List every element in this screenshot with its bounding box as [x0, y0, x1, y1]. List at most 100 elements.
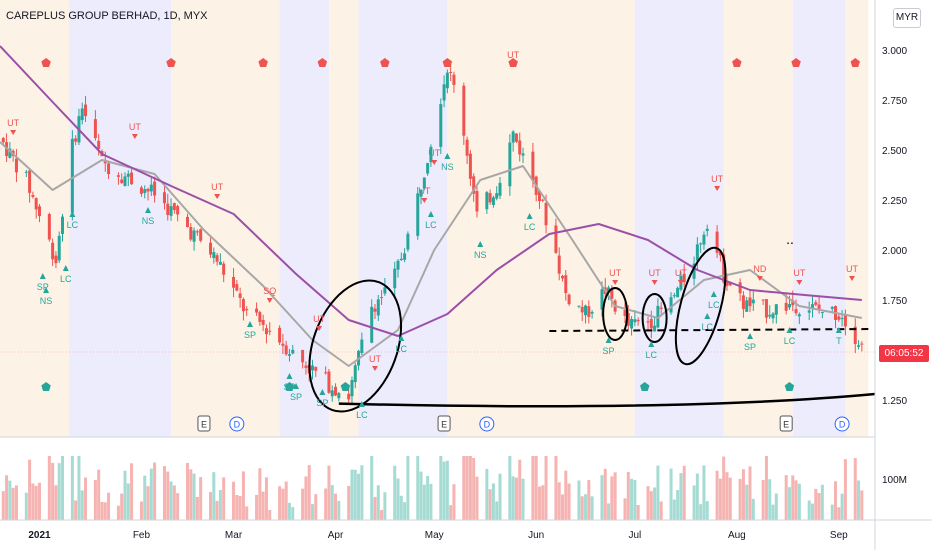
volume-bar [107, 492, 111, 520]
volume-bar [97, 469, 101, 520]
candle-body [787, 304, 791, 308]
signal-arrow-down [372, 366, 378, 371]
background-band [358, 0, 448, 437]
candle-body [564, 275, 568, 294]
candle-body [807, 310, 811, 313]
candle-body [491, 197, 495, 205]
candle-body [399, 258, 403, 261]
hand-drawn-loop [674, 246, 727, 366]
signal-label: NS [40, 296, 53, 306]
candle-body [162, 192, 166, 204]
volume-bar [465, 456, 469, 520]
candle-body [495, 193, 499, 199]
volume-bar [468, 456, 472, 520]
signal-label: UT [428, 148, 440, 158]
volume-bar [449, 505, 453, 520]
volume-bar [784, 475, 788, 520]
signal-label: LC [524, 222, 536, 232]
volume-bar [373, 496, 377, 520]
candle-body [840, 318, 844, 320]
hand-drawn-loop [602, 287, 629, 341]
candle-body [403, 253, 407, 260]
candle-body [554, 225, 558, 253]
volume-bar [807, 500, 811, 520]
candle-body [241, 299, 245, 312]
candlesticks [1, 62, 864, 404]
volume-bar [8, 480, 12, 520]
candle-body [192, 230, 196, 242]
signal-arrow-down [756, 276, 763, 281]
signal-arrow-up [39, 273, 46, 279]
signal-label: SP [603, 346, 615, 356]
candle-body [34, 198, 38, 210]
signal-label: LC [646, 350, 658, 360]
volume-bar [567, 483, 571, 520]
signal-label: UT [793, 268, 805, 278]
volume-bar [278, 486, 282, 520]
currency-selector[interactable]: MYR [893, 8, 921, 28]
volume-bar [264, 477, 268, 520]
candle-body [153, 181, 157, 196]
candle-body [587, 306, 591, 317]
volume-bar [715, 470, 719, 520]
volume-bar [130, 463, 134, 520]
candle-body [195, 231, 199, 233]
candle-body [449, 71, 453, 73]
candle-body [47, 214, 51, 240]
candle-body [235, 284, 239, 291]
earnings-marker [197, 415, 211, 432]
volume-bar [774, 493, 778, 520]
volume-bar [24, 492, 28, 520]
candle-body [14, 158, 18, 173]
x-tick-label: Sep [830, 530, 848, 541]
volume-bar [672, 499, 676, 520]
volume-bar [324, 488, 328, 520]
volume-bar [376, 485, 380, 520]
earnings-marker [437, 415, 451, 432]
volume-bar [577, 480, 581, 520]
candle-body [93, 119, 97, 139]
candle-body [646, 321, 650, 323]
candle-body [74, 138, 78, 142]
volume-bar [830, 504, 834, 520]
volume-bar [718, 478, 722, 520]
candle-body [80, 108, 84, 121]
candle-body [422, 177, 426, 189]
signal-arrow-up [648, 341, 655, 347]
event-marker-label: E [783, 420, 789, 430]
y-tick-label: 2.750 [882, 96, 907, 107]
volume-bar [426, 476, 430, 520]
signal-label: SP [290, 392, 302, 402]
volume-bar [439, 456, 443, 520]
candle-body [393, 268, 397, 289]
pentagon-marker [442, 58, 453, 67]
candle-body [8, 148, 12, 158]
candle-body [218, 261, 222, 265]
volume-bar [751, 498, 755, 520]
candle-body [751, 299, 755, 304]
signal-label: UT [711, 174, 723, 184]
candle-body [728, 282, 732, 286]
candle-body [764, 299, 768, 318]
candle-body [238, 293, 242, 298]
y-tick-label: 2.000 [882, 246, 907, 257]
volume-bar [77, 456, 81, 520]
y-tick-label: 2.500 [882, 146, 907, 157]
candle-body [636, 319, 640, 322]
volume-bar [764, 456, 768, 520]
candle-body [817, 304, 821, 310]
signal-arrow-down [214, 194, 221, 199]
candle-body [718, 251, 722, 256]
signal-label: UT [7, 118, 19, 128]
volume-bar [261, 491, 265, 520]
candle-body [24, 171, 28, 173]
volume-bar [232, 481, 236, 520]
volume-bar [623, 498, 627, 520]
volume-bar [794, 480, 798, 520]
volume-bar [653, 487, 657, 520]
candle-body [771, 313, 775, 319]
signal-label: UT [609, 268, 621, 278]
candle-body [544, 202, 548, 226]
candle-body [139, 187, 143, 194]
